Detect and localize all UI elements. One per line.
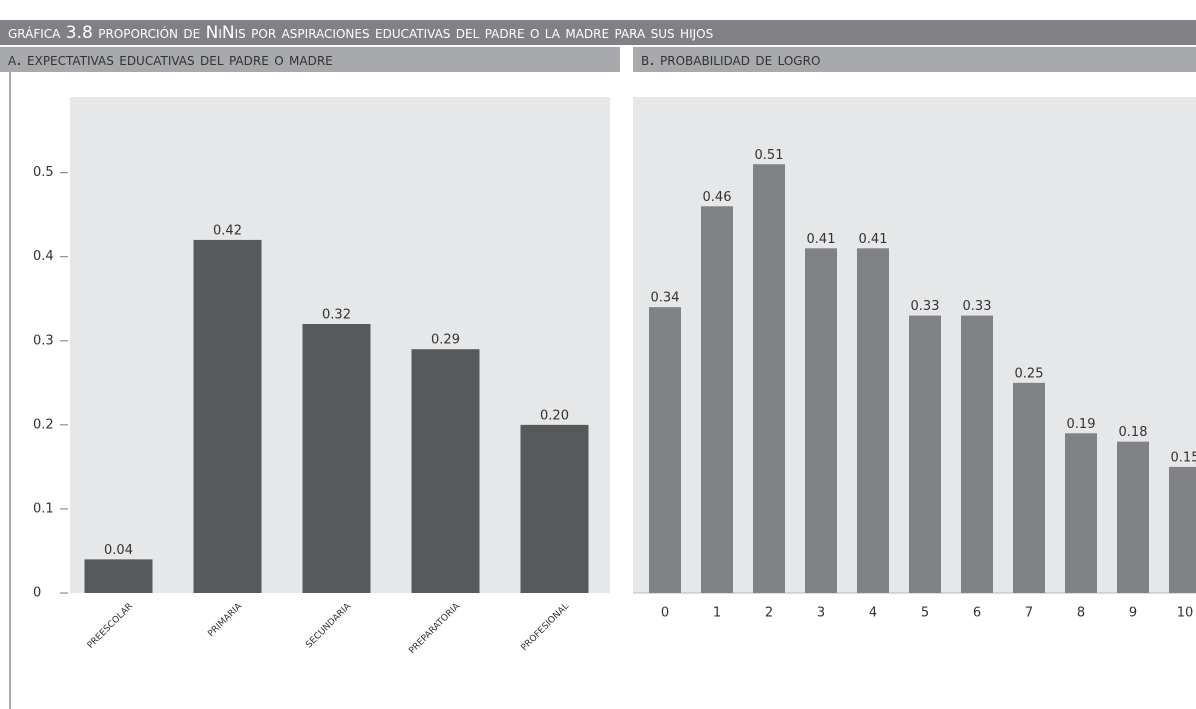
bar	[1065, 433, 1097, 593]
value-label: 0.34	[651, 291, 680, 306]
x-tick-label: 10	[1177, 606, 1194, 621]
bar	[701, 206, 733, 593]
x-tick-label: 1	[713, 606, 721, 621]
bar	[411, 349, 480, 593]
x-tick-label: 5	[921, 606, 929, 621]
panel-title: a. expectativas educativas del padre o m…	[8, 50, 333, 70]
panel-title: b. probabilidad de logro	[641, 50, 820, 70]
x-tick-label: 4	[869, 606, 877, 621]
value-label: 0.42	[213, 223, 242, 238]
value-label: 0.25	[1015, 366, 1044, 381]
value-label: 0.29	[431, 333, 460, 348]
bar	[1013, 382, 1045, 593]
x-tick-label: primaria	[204, 598, 246, 640]
y-tick-label: 0.2	[33, 417, 54, 432]
bar	[909, 315, 941, 593]
x-tick-label: 7	[1025, 606, 1033, 621]
x-tick-label: 0	[661, 606, 669, 621]
page-title: gráfica 3.8 proporción de NiNis por aspi…	[8, 23, 713, 43]
x-tick-label: 2	[765, 606, 773, 621]
value-label: 0.18	[1119, 425, 1148, 440]
bar	[520, 424, 589, 593]
y-tick-label: 0.1	[33, 501, 54, 516]
y-tick-label: 0.3	[33, 333, 54, 348]
x-tick-label: preescolar	[83, 599, 136, 652]
header-bar	[0, 20, 1196, 45]
x-tick-label: 8	[1077, 606, 1085, 621]
bar	[193, 239, 262, 593]
x-tick-label: profesional	[517, 599, 572, 654]
value-label: 0.51	[755, 148, 784, 163]
bar	[805, 248, 837, 594]
bar	[1169, 466, 1196, 593]
x-tick-label: secundaria	[301, 598, 354, 651]
y-tick-label: 0.4	[33, 249, 54, 264]
x-tick-label: 6	[973, 606, 981, 621]
value-label: 0.19	[1067, 417, 1096, 432]
bar	[857, 248, 889, 594]
value-label: 0.41	[807, 232, 836, 247]
subheader-bar	[0, 47, 620, 72]
bar	[302, 323, 371, 593]
x-tick-label: 9	[1129, 606, 1137, 621]
y-tick-label: 0.5	[33, 165, 54, 180]
value-label: 0.32	[322, 307, 351, 322]
bar	[1117, 441, 1149, 593]
value-label: 0.33	[911, 299, 940, 314]
value-label: 0.15	[1171, 450, 1196, 465]
value-label: 0.46	[703, 190, 732, 205]
value-label: 0.33	[963, 299, 992, 314]
bar	[961, 315, 993, 593]
value-label: 0.20	[540, 408, 569, 423]
x-tick-label: preparatoria	[405, 598, 464, 657]
bar	[649, 307, 681, 593]
value-label: 0.41	[859, 232, 888, 247]
x-tick-label: 3	[817, 606, 825, 621]
bar	[753, 164, 785, 593]
subheader-bar	[633, 47, 1196, 72]
value-label: 0.04	[104, 543, 133, 558]
bar	[84, 559, 153, 593]
y-tick-label: 0	[33, 586, 41, 601]
